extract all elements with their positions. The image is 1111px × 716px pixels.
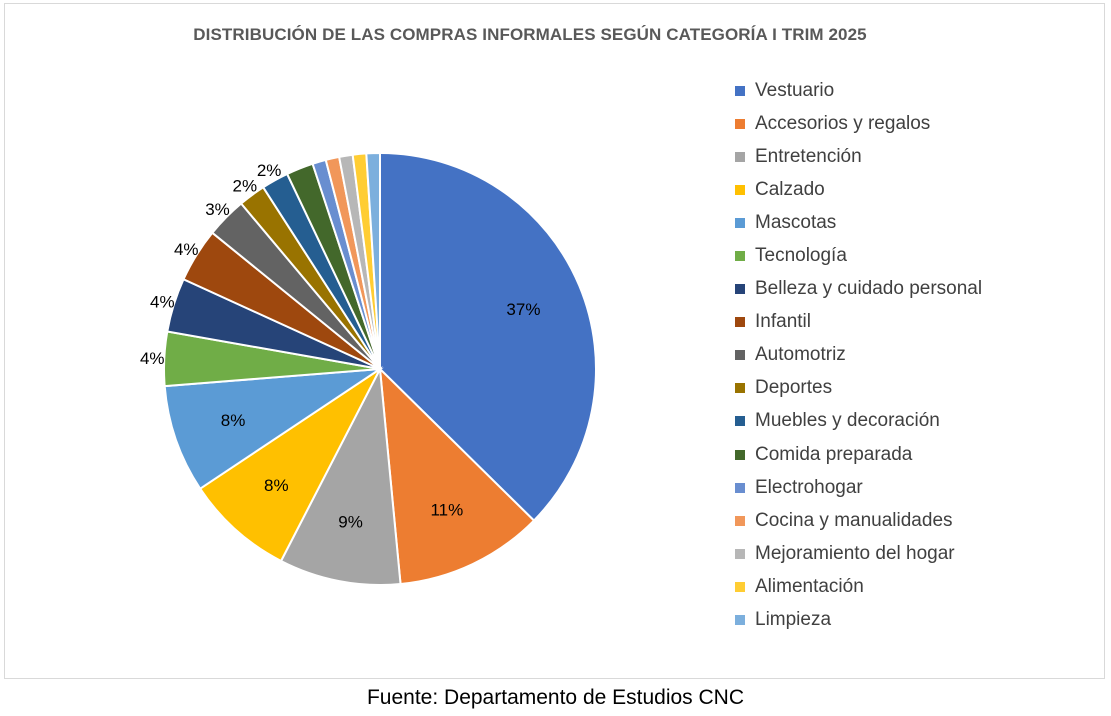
legend-label: Mejoramiento del hogar: [755, 542, 955, 564]
data-label-accesorios-y-regalos: 11%: [430, 500, 463, 519]
pie-slice-calzado: [198, 366, 383, 563]
data-label-mascotas: 8%: [221, 411, 246, 430]
pie-slice-entretencion: [279, 365, 402, 586]
legend-swatch: [735, 515, 745, 526]
legend-swatch: [735, 284, 745, 295]
legend-label: Electrohogar: [755, 476, 863, 498]
data-label-calzado: 8%: [264, 476, 289, 495]
legend-label: Entretención: [755, 145, 862, 167]
data-label-entretencion: 9%: [338, 513, 363, 532]
legend-label: Deportes: [755, 377, 833, 399]
legend-label: Tecnología: [755, 245, 847, 267]
legend-swatch: [735, 383, 745, 394]
pie-slice-limpieza: [365, 151, 381, 370]
legend-item-vestuario: Vestuario: [735, 74, 982, 107]
legend-label: Belleza y cuidado personal: [755, 278, 983, 300]
legend-label: Mascotas: [755, 211, 837, 233]
legend-swatch: [735, 151, 745, 162]
data-label-deportes: 2%: [233, 176, 258, 195]
legend-item-tecnologia: Tecnología: [735, 239, 982, 272]
legend-label: Muebles y decoración: [755, 410, 940, 432]
data-label-vestuario: 37%: [506, 300, 540, 319]
legend-label: Calzado: [755, 178, 825, 200]
legend-item-cocina-y-manualidades: Cocina y manualidades: [735, 504, 982, 537]
legend-item-belleza-y-cuidado-personal: Belleza y cuidado personal: [735, 273, 982, 306]
legend-label: Vestuario: [755, 79, 835, 101]
legend-item-entretencion: Entretención: [735, 140, 982, 173]
legend-label: Cocina y manualidades: [755, 509, 953, 531]
legend-item-automotriz: Automotriz: [735, 339, 982, 372]
legend-label: Limpieza: [755, 609, 832, 631]
legend-swatch: [735, 416, 745, 427]
data-label-infantil: 4%: [174, 240, 199, 259]
pie-slice-mascotas: [163, 367, 384, 491]
pie-slice-vestuario: [379, 151, 597, 522]
legend-item-calzado: Calzado: [735, 173, 982, 206]
pie-slice-accesorios-y-regalos: [378, 366, 536, 586]
legend-swatch: [735, 482, 745, 493]
legend-swatch: [735, 85, 745, 96]
legend-item-alimentacion: Alimentación: [735, 570, 982, 603]
legend-item-muebles-y-decoracion: Muebles y decoración: [735, 405, 982, 438]
legend-label: Infantil: [755, 311, 811, 333]
legend-swatch: [735, 548, 745, 559]
legend-item-limpieza: Limpieza: [735, 604, 982, 637]
legend-swatch: [735, 449, 745, 460]
data-label-automotriz: 3%: [205, 200, 230, 219]
legend-item-electrohogar: Electrohogar: [735, 471, 982, 504]
legend-item-deportes: Deportes: [735, 372, 982, 405]
data-label-belleza-y-cuidado-personal: 4%: [150, 292, 175, 311]
legend-swatch: [735, 615, 745, 626]
data-label-muebles-y-decoracion: 2%: [257, 161, 282, 180]
legend-label: Comida preparada: [755, 443, 913, 465]
legend-item-mascotas: Mascotas: [735, 206, 982, 239]
legend-swatch: [735, 350, 745, 361]
legend-item-infantil: Infantil: [735, 306, 982, 339]
legend-label: Automotriz: [755, 344, 846, 366]
chart-title: DISTRIBUCIÓN DE LAS COMPRAS INFORMALES S…: [193, 25, 867, 44]
legend-swatch: [735, 217, 745, 228]
legend-label: Alimentación: [755, 575, 864, 597]
legend-label: Accesorios y regalos: [755, 112, 931, 134]
legend-swatch: [735, 184, 745, 195]
legend: Vestuario Accesorios y regalos Entretenció…: [735, 74, 982, 637]
legend-swatch: [735, 581, 745, 592]
data-label-tecnologia: 4%: [140, 349, 165, 368]
legend-swatch: [735, 251, 745, 262]
legend-swatch: [735, 118, 745, 129]
legend-item-accesorios-y-regalos: Accesorios y regalos: [735, 107, 982, 140]
source-note: Fuente: Departamento de Estudios CNC: [366, 686, 745, 709]
legend-swatch: [735, 317, 745, 328]
legend-item-mejoramiento-del-hogar: Mejoramiento del hogar: [735, 537, 982, 570]
legend-item-comida-preparada: Comida preparada: [735, 438, 982, 471]
